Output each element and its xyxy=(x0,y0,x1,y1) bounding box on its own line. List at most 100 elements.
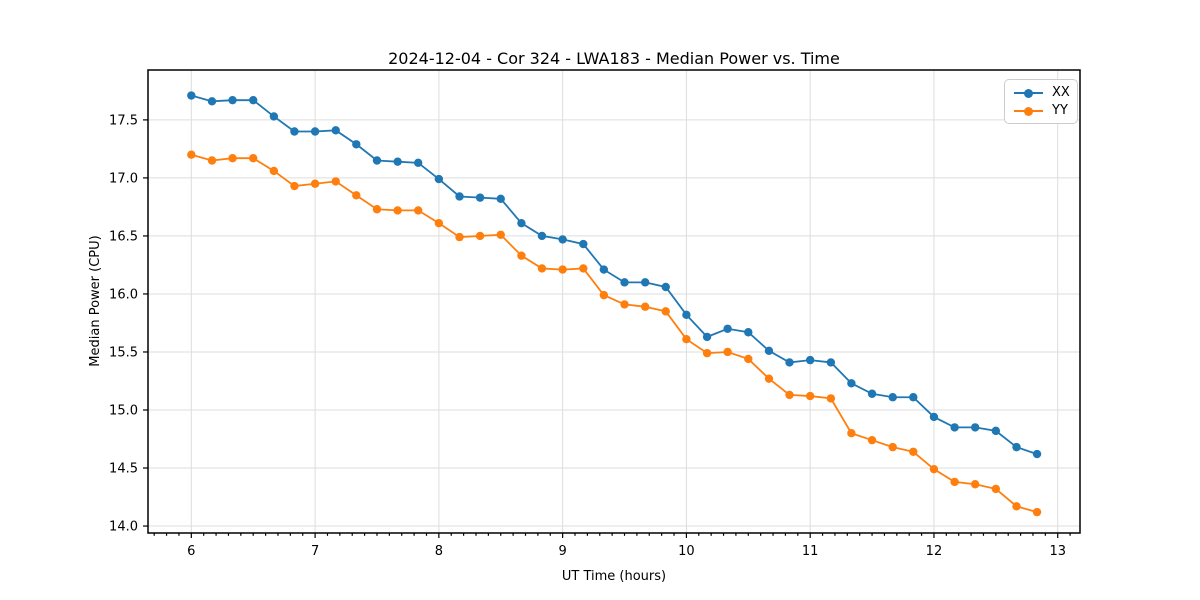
data-point xyxy=(847,429,856,438)
data-point xyxy=(929,412,939,422)
grid-lines xyxy=(148,70,1080,533)
data-point xyxy=(207,97,217,106)
data-point xyxy=(847,379,856,388)
legend-line-marker-icon xyxy=(1014,88,1043,98)
y-tick-label: 17.5 xyxy=(109,113,138,128)
data-point xyxy=(249,95,258,105)
data-point xyxy=(475,193,485,202)
legend: XX YY xyxy=(1004,79,1078,124)
data-point xyxy=(805,391,815,401)
data-point xyxy=(888,442,897,452)
data-point xyxy=(455,192,464,201)
data-point xyxy=(950,477,959,487)
data-point xyxy=(269,166,279,176)
y-tick-label: 15.0 xyxy=(109,403,138,418)
data-point xyxy=(620,278,629,287)
data-point xyxy=(661,282,670,292)
series-xx xyxy=(187,91,1042,459)
data-point xyxy=(331,126,340,135)
series-line-xx xyxy=(191,94,1038,455)
y-tick-label: 14.0 xyxy=(109,520,138,535)
data-point xyxy=(558,235,567,244)
data-point xyxy=(702,332,712,342)
x-tick-label: 10 xyxy=(678,544,695,559)
data-point xyxy=(249,153,258,163)
data-point xyxy=(682,310,691,320)
x-tick-label: 8 xyxy=(435,544,443,559)
data-point xyxy=(290,181,299,191)
legend-line-marker-icon xyxy=(1014,106,1043,116)
series-yy xyxy=(187,150,1042,517)
data-point xyxy=(496,194,505,203)
data-point xyxy=(970,423,980,432)
data-point xyxy=(1012,502,1021,511)
data-point xyxy=(537,231,547,241)
data-point xyxy=(785,358,794,367)
data-point xyxy=(661,307,670,316)
data-point xyxy=(372,205,382,214)
tick-labels: 6 7 8 9 10 11 12 13 14.0 14.5 15.0 15.5 16.0 16.5 17.0… xyxy=(109,113,1066,559)
data-point xyxy=(352,191,361,200)
data-point xyxy=(599,265,609,274)
data-point xyxy=(620,300,629,309)
y-tick-label: 16.5 xyxy=(109,229,138,244)
data-point xyxy=(558,265,567,274)
y-tick-label: 16.0 xyxy=(109,287,138,302)
data-point xyxy=(331,177,340,186)
data-point xyxy=(537,264,547,273)
data-point xyxy=(187,150,196,159)
data-point xyxy=(744,354,753,364)
data-point xyxy=(785,390,794,400)
data-point xyxy=(888,393,897,402)
data-point xyxy=(290,127,299,136)
data-point xyxy=(991,484,1001,494)
data-point xyxy=(1012,442,1021,452)
data-point xyxy=(310,179,320,188)
y-axis-label: Median Power (CPU) xyxy=(88,235,103,367)
data-point xyxy=(950,423,959,432)
axes-frame xyxy=(147,69,1081,534)
chart-title: 2024-12-04 - Cor 324 - LWA183 - Median P… xyxy=(388,49,840,68)
y-tick-label: 15.5 xyxy=(109,345,138,360)
data-point xyxy=(723,324,732,333)
x-tick-label: 11 xyxy=(802,544,819,559)
data-point xyxy=(455,232,464,242)
legend-item-xx: XX xyxy=(1014,84,1070,102)
y-tick-label: 14.5 xyxy=(109,462,138,477)
data-point xyxy=(413,158,423,168)
data-point xyxy=(1032,449,1042,459)
data-point xyxy=(867,389,877,398)
data-point xyxy=(393,206,402,215)
data-point xyxy=(517,218,526,228)
data-point xyxy=(1032,507,1042,517)
legend-item-yy: YY xyxy=(1014,102,1069,120)
data-point xyxy=(764,346,774,356)
axis-ticks xyxy=(143,119,1071,538)
data-point xyxy=(517,251,526,260)
legend-label-xx: XX xyxy=(1052,85,1070,100)
data-point xyxy=(579,264,588,273)
data-point xyxy=(310,127,320,136)
data-point xyxy=(187,91,196,100)
data-point xyxy=(393,157,402,166)
data-point xyxy=(723,347,732,357)
data-point xyxy=(352,140,361,149)
data-point xyxy=(599,290,609,300)
data-point xyxy=(207,156,217,165)
data-point xyxy=(228,95,237,105)
data-point xyxy=(826,394,836,403)
legend-label-yy: YY xyxy=(1052,103,1068,118)
x-tick-label: 9 xyxy=(558,544,566,559)
series-line-yy xyxy=(191,153,1038,513)
data-point xyxy=(475,231,485,241)
data-point xyxy=(640,278,650,287)
data-point xyxy=(867,435,877,445)
data-point xyxy=(434,218,444,228)
data-point xyxy=(682,335,691,344)
data-point xyxy=(929,464,939,474)
data-point xyxy=(372,156,382,165)
data-point xyxy=(413,206,423,215)
data-point xyxy=(269,112,279,121)
